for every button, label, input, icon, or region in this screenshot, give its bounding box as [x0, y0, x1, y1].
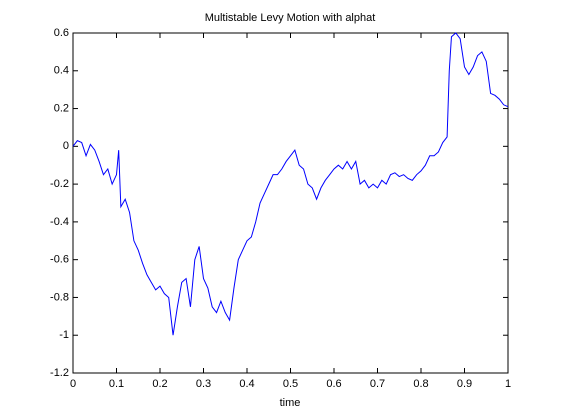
x-tick-label: 0.7	[370, 378, 385, 390]
x-tick-label: 0.4	[239, 378, 254, 390]
y-tick-label: -0.4	[50, 216, 69, 228]
x-tick-label: 0.9	[457, 378, 472, 390]
y-tick-label: 0.6	[54, 27, 69, 39]
y-tick-label: -1.2	[50, 367, 69, 379]
y-tick-label: -0.6	[50, 254, 69, 266]
y-tick-label: 0.4	[54, 65, 69, 77]
x-axis-label: time	[280, 397, 301, 409]
x-tick-label: 0.5	[283, 378, 298, 390]
y-tick-label: 0	[63, 140, 69, 152]
plot-area	[72, 32, 509, 374]
data-line	[72, 32, 509, 336]
y-tick-label: 0.2	[54, 102, 69, 114]
y-tick-label: -0.8	[50, 291, 69, 303]
x-tick-label: 0	[70, 378, 76, 390]
x-tick-label: 0.3	[196, 378, 211, 390]
y-tick-label: -0.2	[50, 178, 69, 190]
x-tick-label: 0.2	[152, 378, 167, 390]
x-tick-label: 1	[505, 378, 511, 390]
x-tick-label: 0.8	[413, 378, 428, 390]
y-tick-label: -1	[59, 329, 69, 341]
x-tick-label: 0.1	[109, 378, 124, 390]
x-tick-label: 0.6	[326, 378, 341, 390]
chart-title: Multistable Levy Motion with alphat	[205, 12, 376, 24]
